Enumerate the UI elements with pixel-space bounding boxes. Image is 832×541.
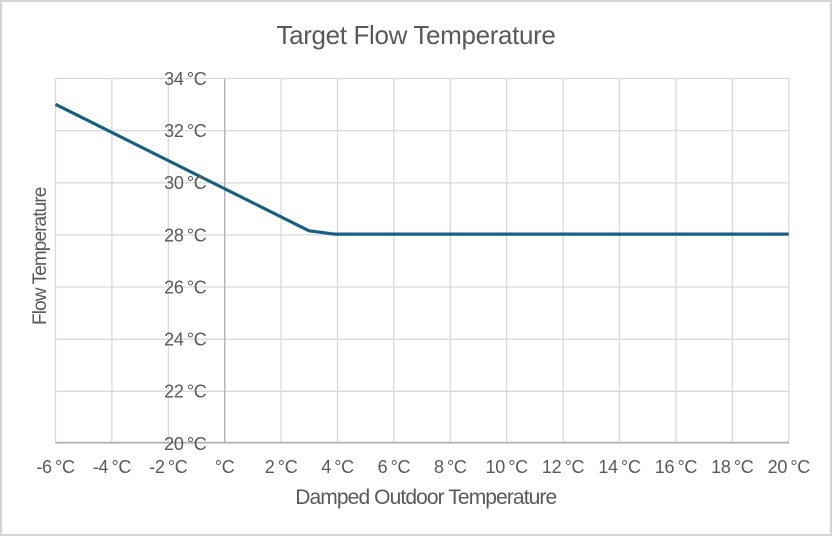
svg-text:32 °C: 32 °C [164, 121, 207, 141]
svg-text:10 °C: 10 °C [486, 457, 529, 477]
svg-text:28 °C: 28 °C [164, 225, 207, 245]
svg-text:16 °C: 16 °C [655, 457, 698, 477]
svg-text:24 °C: 24 °C [164, 330, 207, 350]
svg-text:30 °C: 30 °C [164, 173, 207, 193]
svg-text:18 °C: 18 °C [711, 457, 754, 477]
svg-text:14 °C: 14 °C [598, 457, 641, 477]
svg-text:12 °C: 12 °C [542, 457, 585, 477]
svg-text:-2 °C: -2 °C [149, 457, 188, 477]
svg-text:22 °C: 22 °C [164, 382, 207, 402]
svg-text:4 °C: 4 °C [321, 457, 354, 477]
svg-text:20 °C: 20 °C [768, 457, 811, 477]
svg-text:6 °C: 6 °C [378, 457, 411, 477]
svg-text:34 °C: 34 °C [164, 69, 207, 89]
svg-text:20 °C: 20 °C [164, 434, 207, 454]
svg-text:2 °C: 2 °C [265, 457, 298, 477]
svg-text:Damped Outdoor Temperature: Damped Outdoor Temperature [295, 486, 556, 509]
svg-text:Flow Temperature: Flow Temperature [30, 187, 51, 325]
svg-text:Target Flow Temperature: Target Flow Temperature [276, 20, 555, 50]
svg-text:-6 °C: -6 °C [36, 457, 75, 477]
svg-text:-4 °C: -4 °C [93, 457, 132, 477]
svg-text:8 °C: 8 °C [434, 457, 467, 477]
svg-text:°C: °C [215, 457, 235, 477]
svg-text:26 °C: 26 °C [164, 277, 207, 297]
